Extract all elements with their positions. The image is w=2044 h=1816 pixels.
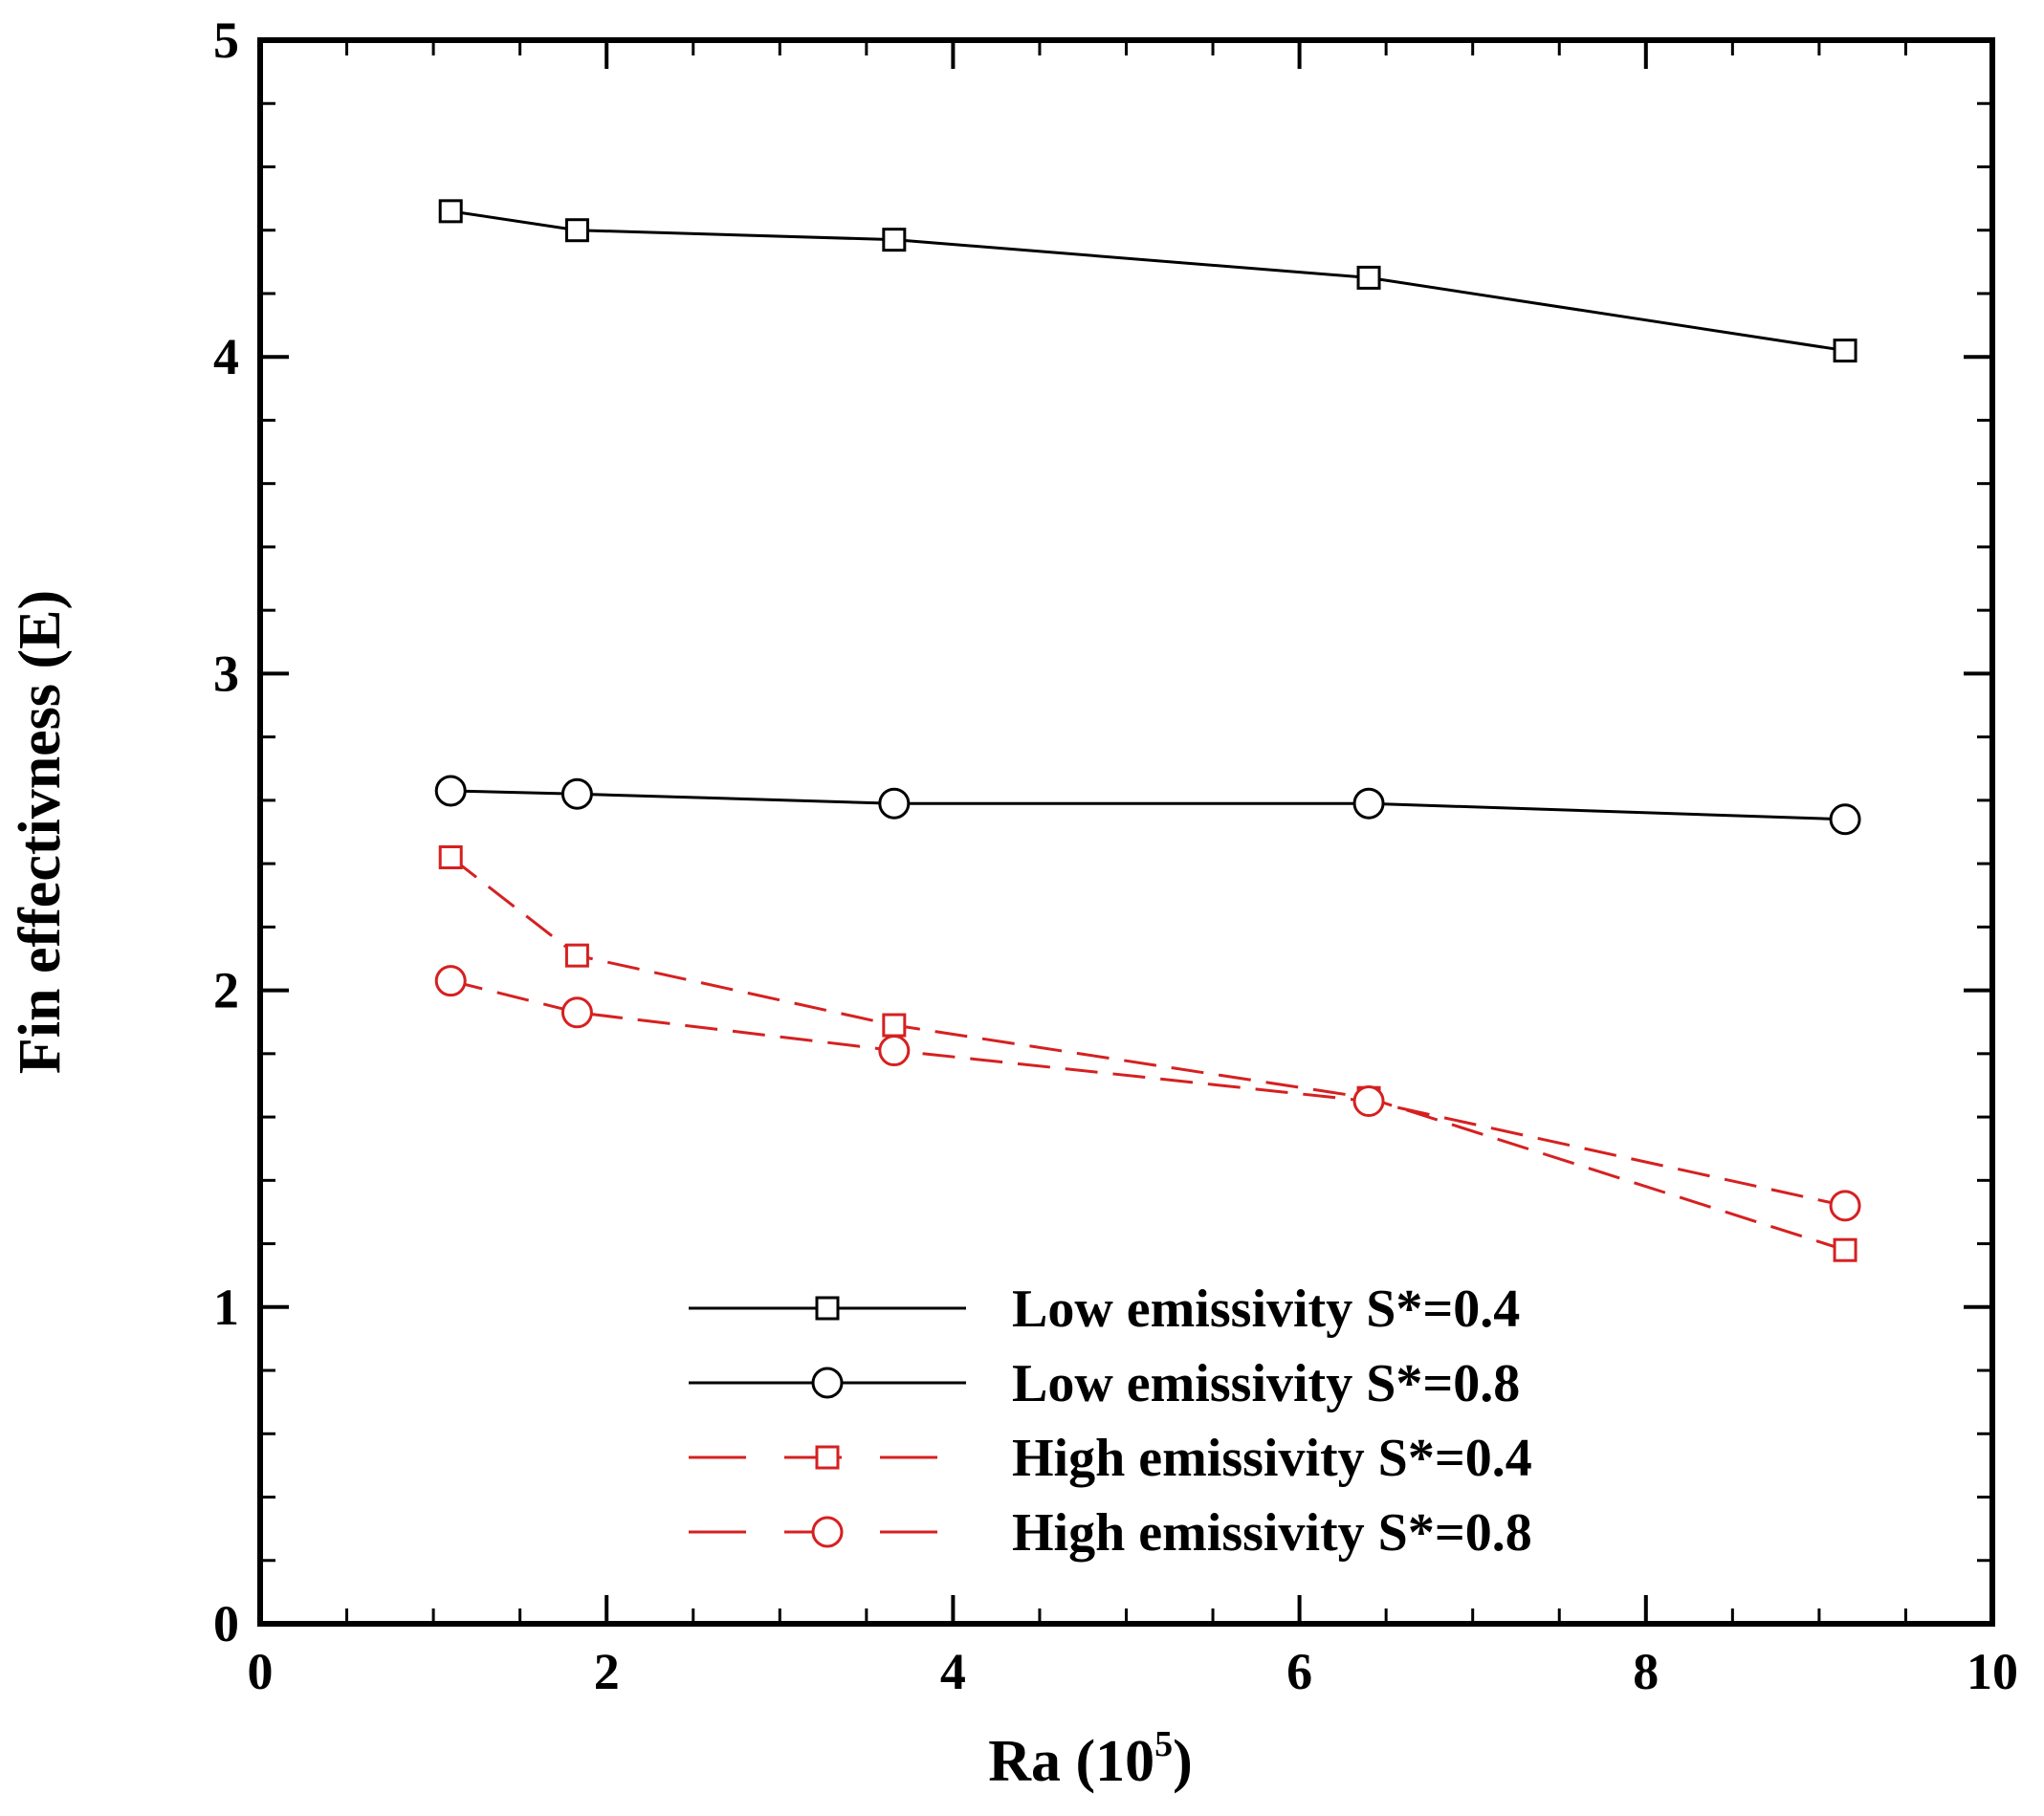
y-tick-label: 1 [213,1279,239,1336]
legend-marker [811,1516,844,1548]
series-group [434,199,1861,1262]
x-tick-label: 4 [940,1643,966,1700]
axes: 0 2 4 6 8 10 0 1 2 3 4 5 [213,11,2018,1700]
series-line [450,979,1846,1208]
series-1 [438,199,1857,363]
data-point-marker [882,228,907,252]
x-axis-title: Ra (105) [988,1724,1193,1794]
data-point-marker [878,787,911,820]
y-tick-label: 0 [213,1595,239,1652]
data-point-marker [438,844,463,869]
series-2 [434,775,1861,836]
x-axis-title-close: ) [1173,1729,1193,1794]
series-line [450,209,1846,353]
y-tick-label: 4 [213,328,239,385]
x-tick-label: 6 [1286,1643,1312,1700]
series-line [450,856,1846,1252]
legend-label: Low emissivity S*=0.8 [1012,1354,1520,1413]
series-3 [438,844,1857,1262]
y-tick-label: 3 [213,645,239,702]
data-point-marker [564,218,589,243]
legend-marker [811,1367,844,1399]
legend-label: Low emissivity S*=0.4 [1012,1280,1520,1339]
x-axis-title-base: Ra (10 [988,1729,1154,1794]
data-point-marker [882,1013,907,1038]
data-point-marker [560,996,593,1029]
legend-item: Low emissivity S*=0.8 [689,1354,1520,1413]
legend-item: High emissivity S*=0.4 [689,1429,1532,1488]
data-point-marker [1352,1085,1385,1118]
legend-item: High emissivity S*=0.8 [689,1503,1532,1563]
x-tick-label: 2 [594,1643,620,1700]
data-point-marker [1833,1237,1857,1262]
data-point-marker [438,199,463,224]
data-point-marker [434,965,467,997]
x-tick-label: 10 [1967,1643,2018,1700]
series-4 [434,965,1861,1222]
x-tick-label: 0 [248,1643,274,1700]
legend-marker [815,1296,840,1321]
data-point-marker [1352,787,1385,820]
data-point-marker [1829,803,1861,836]
y-tick-label: 2 [213,962,239,1019]
data-point-marker [1833,339,1857,363]
y-axis-title: Fin effectivness (E) [8,590,73,1074]
x-tick-label: 8 [1633,1643,1659,1700]
data-point-marker [560,777,593,810]
x-axis-title-exponent: 5 [1154,1724,1173,1764]
data-point-marker [564,943,589,968]
legend-label: High emissivity S*=0.8 [1012,1503,1532,1563]
data-point-marker [1356,265,1381,290]
legend-marker [815,1445,840,1470]
data-point-marker [1829,1190,1861,1222]
legend: Low emissivity S*=0.4 Low emissivity S*=0… [689,1280,1532,1563]
y-tick-label: 5 [213,11,239,69]
series-line [451,789,1846,821]
legend-label: High emissivity S*=0.4 [1012,1429,1532,1488]
data-point-marker [878,1035,911,1067]
data-point-marker [434,775,467,807]
legend-item: Low emissivity S*=0.4 [689,1280,1520,1339]
